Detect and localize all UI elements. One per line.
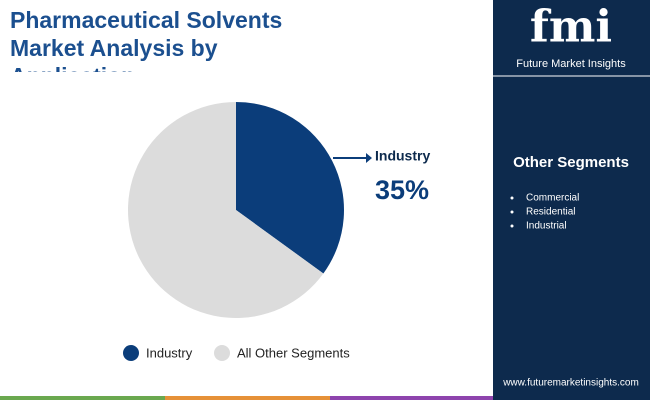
legend-label: All Other Segments — [237, 345, 350, 360]
pie-slice — [236, 102, 344, 274]
logo-mark: fmi — [530, 2, 612, 53]
legend-swatch — [214, 345, 230, 361]
callout-arrow-head — [366, 153, 372, 163]
website: www.futuremarketinsights.com — [502, 378, 639, 389]
chart-title: Pharmaceutical Solvents Market Analysis … — [10, 7, 283, 72]
bullet — [510, 210, 514, 214]
bullet — [510, 224, 514, 228]
legend-label: Industry — [146, 345, 193, 360]
callout-label: Industry — [375, 148, 430, 164]
footer-strip — [165, 396, 330, 400]
bullet — [510, 196, 514, 200]
sidebar-item: Commercial — [526, 193, 579, 204]
footer-strip — [0, 396, 165, 400]
footer-strip — [493, 396, 650, 400]
side-panel — [493, 0, 650, 400]
data-label: 35% — [375, 175, 429, 205]
pie-slice — [127, 102, 324, 319]
logo-name: Future Market Insights — [516, 58, 626, 70]
footer-strip — [330, 396, 493, 400]
sidebar-item: Industrial — [526, 221, 567, 232]
sidebar-item: Residential — [526, 207, 575, 218]
legend-swatch — [123, 345, 139, 361]
sidebar-heading: Other Segments — [513, 154, 629, 171]
title-box: Pharmaceutical Solvents Market Analysis … — [10, 7, 283, 72]
